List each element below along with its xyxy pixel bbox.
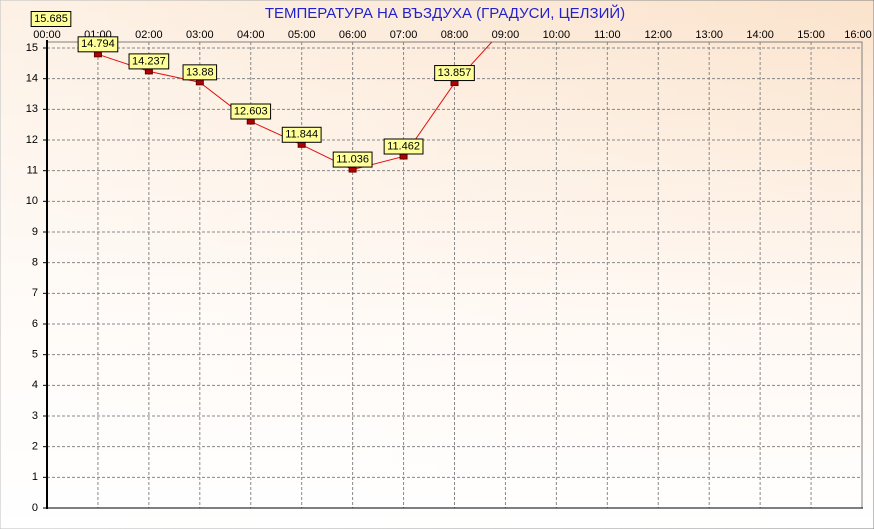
chart-title: ТЕМПЕРАТУРА НА ВЪЗДУХА (ГРАДУСИ, ЦЕЛЗИЙ) xyxy=(265,4,625,22)
x-tick-label: 13:00 xyxy=(695,29,723,41)
y-tick-label: 3 xyxy=(32,410,38,422)
marker xyxy=(399,153,408,160)
data-label: 11.844 xyxy=(285,129,318,141)
x-tick-label: 14:00 xyxy=(746,29,774,41)
y-tick-label: 2 xyxy=(32,441,38,453)
x-tick-label: 02:00 xyxy=(135,29,163,41)
y-tick-label: 5 xyxy=(32,349,38,361)
marker xyxy=(348,166,357,173)
data-label-box xyxy=(383,138,424,155)
y-tick-label: 14 xyxy=(26,73,38,85)
y-tick-label: 10 xyxy=(26,195,38,207)
x-tick-label: 16:00 xyxy=(844,29,872,41)
x-tick-label: 11:00 xyxy=(594,29,621,41)
y-tick-label: 8 xyxy=(32,257,38,269)
x-tick-label: 05:00 xyxy=(288,29,316,41)
data-label: 11.036 xyxy=(336,153,369,165)
data-label-box xyxy=(30,11,72,27)
x-tick-label: 12:00 xyxy=(644,29,672,41)
y-tick-label: 15 xyxy=(26,42,38,54)
data-label-box xyxy=(77,36,119,53)
data-label: 14.237 xyxy=(132,55,166,67)
y-tick-label: 13 xyxy=(26,103,38,115)
y-tick-label: 7 xyxy=(32,287,38,299)
y-tick-label: 1 xyxy=(32,471,38,483)
data-label: 15.685 xyxy=(34,13,68,25)
x-tick-label: 15:00 xyxy=(797,29,825,41)
x-tick-label: 00:00 xyxy=(33,29,61,41)
data-label: 13.857 xyxy=(438,67,472,79)
marker xyxy=(297,141,306,148)
x-tick-label: 10:00 xyxy=(543,29,571,41)
y-tick-label: 12 xyxy=(26,134,38,146)
data-label: 11.462 xyxy=(387,140,420,152)
data-label: 14.794 xyxy=(81,38,115,50)
marker xyxy=(450,80,459,87)
x-tick-label: 03:00 xyxy=(186,29,214,41)
data-label: 12.603 xyxy=(234,105,268,117)
data-label-box xyxy=(230,103,272,120)
y-tick-label: 6 xyxy=(32,318,38,330)
marker xyxy=(246,118,255,125)
y-tick-label: 9 xyxy=(32,226,38,238)
marker xyxy=(195,79,204,86)
x-tick-label: 06:00 xyxy=(339,29,367,41)
y-tick-label: 0 xyxy=(32,502,38,514)
data-label: 13.88 xyxy=(186,66,214,78)
x-tick-label: 04:00 xyxy=(237,29,265,41)
y-tick-label: 11 xyxy=(27,165,38,177)
y-tick-label: 4 xyxy=(32,379,38,391)
marker xyxy=(93,51,102,58)
x-tick-label: 09:00 xyxy=(492,29,520,41)
x-tick-label: 08:00 xyxy=(441,29,469,41)
x-tick-label: 07:00 xyxy=(390,29,418,41)
data-label-box xyxy=(434,65,475,82)
data-label-box xyxy=(128,53,170,70)
data-label-box xyxy=(182,64,218,81)
data-label-box xyxy=(281,126,322,143)
marker xyxy=(144,68,153,75)
data-label-box xyxy=(332,151,373,168)
